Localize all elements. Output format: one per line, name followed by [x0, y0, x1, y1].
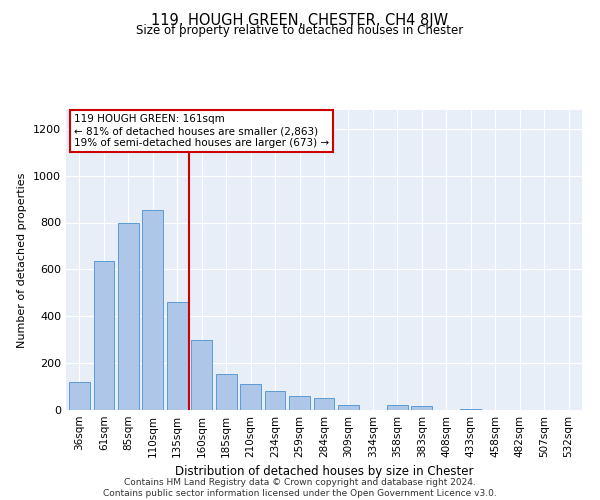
Text: Contains HM Land Registry data © Crown copyright and database right 2024.
Contai: Contains HM Land Registry data © Crown c… [103, 478, 497, 498]
Text: 119, HOUGH GREEN, CHESTER, CH4 8JW: 119, HOUGH GREEN, CHESTER, CH4 8JW [151, 12, 449, 28]
Bar [338, 406, 359, 410]
Bar [167, 302, 188, 410]
Bar [216, 374, 236, 410]
Bar [265, 391, 286, 410]
Text: 119 HOUGH GREEN: 161sqm
← 81% of detached houses are smaller (2,863)
19% of semi: 119 HOUGH GREEN: 161sqm ← 81% of detache… [74, 114, 329, 148]
Bar [460, 409, 481, 410]
Bar [142, 210, 163, 410]
Bar [412, 406, 432, 410]
Bar [314, 398, 334, 410]
Bar [69, 382, 90, 410]
Bar [289, 396, 310, 410]
X-axis label: Distribution of detached houses by size in Chester: Distribution of detached houses by size … [175, 466, 473, 478]
Bar [240, 384, 261, 410]
Bar [387, 406, 408, 410]
Bar [118, 222, 139, 410]
Bar [191, 340, 212, 410]
Y-axis label: Number of detached properties: Number of detached properties [17, 172, 28, 348]
Text: Size of property relative to detached houses in Chester: Size of property relative to detached ho… [136, 24, 464, 37]
Bar [94, 261, 114, 410]
